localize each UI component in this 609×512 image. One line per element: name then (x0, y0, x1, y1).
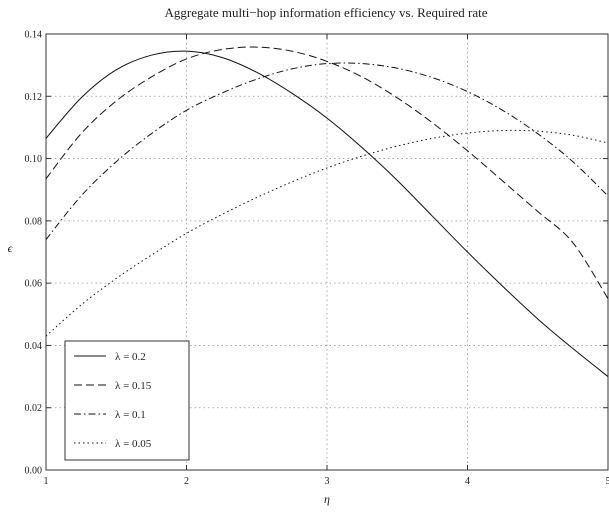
series-line-1 (45, 50, 609, 377)
legend-label-4: λ = 0.05 (115, 438, 152, 450)
y-tick-label: 0.10 (25, 154, 43, 165)
legend-label-3: λ = 0.1 (115, 409, 146, 421)
grid (46, 34, 608, 470)
y-tick-label: 0.04 (25, 341, 43, 352)
legend-label-1: λ = 0.2 (115, 351, 146, 363)
y-tick-label: 0.12 (25, 92, 43, 103)
x-tick-label: 2 (184, 476, 189, 487)
series-line-2 (45, 46, 609, 299)
y-tick-label: 0.08 (25, 216, 43, 227)
x-axis-label: η (324, 492, 330, 506)
legend-label-2: λ = 0.15 (115, 380, 152, 392)
y-tick-label: 0.14 (25, 30, 43, 41)
x-tick-label: 4 (465, 476, 470, 487)
x-tick-label: 5 (606, 476, 609, 487)
y-tick-label: 0.02 (25, 403, 43, 414)
y-tick-label: 0.06 (25, 279, 43, 290)
chart-title: Aggregate multi−hop information efficien… (165, 5, 488, 20)
y-tick-label: 0.00 (25, 466, 43, 477)
x-tick-label: 3 (325, 476, 330, 487)
series-group (45, 46, 609, 377)
y-axis-label: ϵ (8, 241, 14, 255)
series-line-4 (45, 129, 609, 337)
series-line-3 (45, 62, 609, 240)
legend: λ = 0.2 λ = 0.15 λ = 0.1 λ = 0.05 (64, 340, 190, 461)
x-tick-label: 1 (44, 476, 49, 487)
legend-box (64, 340, 190, 461)
tick-marks (45, 33, 609, 471)
